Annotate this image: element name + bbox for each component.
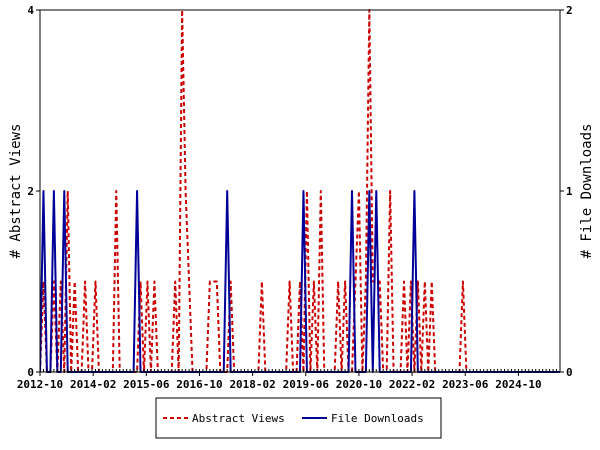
- y-axis-right-title: # File Downloads: [579, 124, 595, 259]
- x-tick-label: 2015-06: [123, 378, 170, 391]
- legend-label-abstract-views: Abstract Views: [192, 412, 285, 425]
- y-left-tick-label: 2: [27, 185, 34, 198]
- x-tick-label: 2012-10: [17, 378, 63, 391]
- x-axis: 2012-10 2014-02 2015-06 2016-10 2018-02 2019-…: [17, 369, 561, 391]
- x-tick-label: 2016-10: [176, 378, 222, 391]
- y-left-tick-label: 0: [27, 366, 34, 379]
- x-tick-label: 2019-06: [283, 378, 330, 391]
- y-right-tick-label: 1: [566, 185, 573, 198]
- y-right-tick-label: 2: [566, 4, 573, 17]
- legend-box: [155, 397, 442, 439]
- y-axis-left: 0 2 4: [27, 4, 40, 379]
- y-axis-left-title: # Abstract Views: [8, 124, 24, 259]
- x-tick-label: 2022-02: [389, 378, 435, 391]
- x-tick-label: 2014-02: [70, 378, 116, 391]
- x-tick-label: 2020-10: [336, 378, 382, 391]
- y-right-tick-label: 0: [566, 366, 573, 379]
- y-left-tick-label: 4: [27, 4, 34, 17]
- x-tick-label: 2018-02: [229, 378, 275, 391]
- x-tick-label: 2024-10: [495, 378, 541, 391]
- legend-label-file-downloads: File Downloads: [331, 412, 424, 425]
- x-tick-label: 2023-06: [442, 378, 489, 391]
- y-axis-right: 0 1 2: [560, 4, 573, 379]
- legend: Abstract Views File Downloads: [155, 397, 442, 439]
